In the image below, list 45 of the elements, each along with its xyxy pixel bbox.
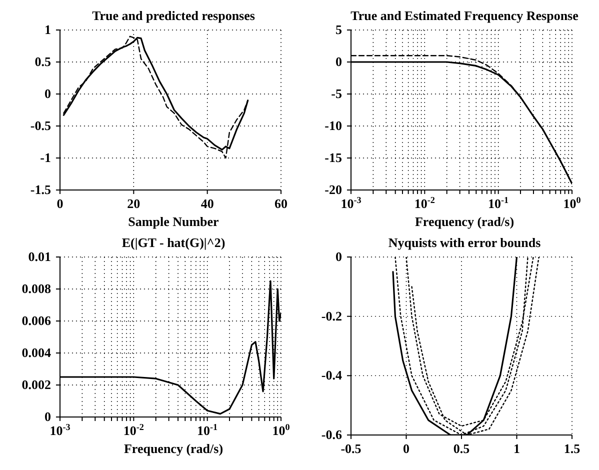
x-tick-label: 10$^{-1}$ (197, 422, 218, 438)
y-tick-label: -1 (40, 150, 51, 165)
y-tick-label: 1 (44, 22, 51, 37)
x-tick-label: 1 (514, 441, 520, 456)
y-tick-label: -20 (324, 182, 342, 197)
x-tick-label: 0 (56, 196, 64, 211)
x-axis-title: Frequency (rad/s) (122, 441, 224, 457)
x-tick-label: 10$^{-3}$ (340, 195, 362, 211)
chart-title: Nyquists with error bounds (388, 235, 541, 250)
y-tick-label: 0 (44, 409, 51, 424)
x-tick-label: 60 (274, 196, 288, 211)
y-tick-label: 0.004 (22, 345, 52, 360)
x-axis-title: Frequency (rad/s) (414, 214, 516, 230)
x-tick-label: 10$^{-2}$ (414, 195, 436, 211)
y-tick-label: 0.01 (28, 249, 51, 264)
y-tick-label: -0.2 (321, 308, 342, 324)
x-tick-label: 40 (200, 196, 214, 211)
x-tick-label: 20 (127, 196, 140, 211)
y-tick-label: 0 (336, 54, 342, 69)
y-tick-label: 0.002 (22, 377, 51, 392)
x-tick-label: 10$^{-2}$ (123, 422, 144, 438)
x-axis-title: Sample Number (127, 214, 220, 230)
y-tick-label: -0.4 (321, 368, 342, 383)
chart-title: True and predicted responses (92, 8, 255, 23)
y-tick-label: -0.5 (30, 118, 52, 133)
x-tick-label: 10$^{0}$ (272, 422, 290, 438)
chart-title: E(|GT - hat(G)|^2) (122, 235, 226, 250)
x-tick-label: 0.5 (453, 441, 470, 456)
y-tick-label: -15 (324, 150, 342, 165)
y-tick-label: -10 (324, 118, 342, 133)
y-tick-label: 0.006 (22, 313, 52, 328)
y-tick-label: 0 (44, 86, 51, 101)
y-tick-label: 5 (336, 22, 342, 37)
x-tick-label: 0 (403, 441, 410, 456)
y-tick-label: -5 (331, 86, 342, 101)
y-tick-label: 0.008 (22, 281, 52, 296)
x-tick-label: 10$^{-3}$ (50, 422, 71, 438)
x-tick-label: 10$^{-1}$ (488, 195, 510, 211)
y-tick-label: -0.6 (321, 427, 342, 442)
x-tick-label: 1.5 (564, 441, 581, 456)
chart-title: True and Estimated Frequency Response (350, 8, 578, 23)
y-tick-label: 0 (336, 249, 342, 264)
x-tick-label: 10$^{0}$ (563, 195, 582, 211)
y-tick-label: 0.5 (34, 54, 52, 69)
y-tick-label: -1.5 (30, 182, 52, 197)
